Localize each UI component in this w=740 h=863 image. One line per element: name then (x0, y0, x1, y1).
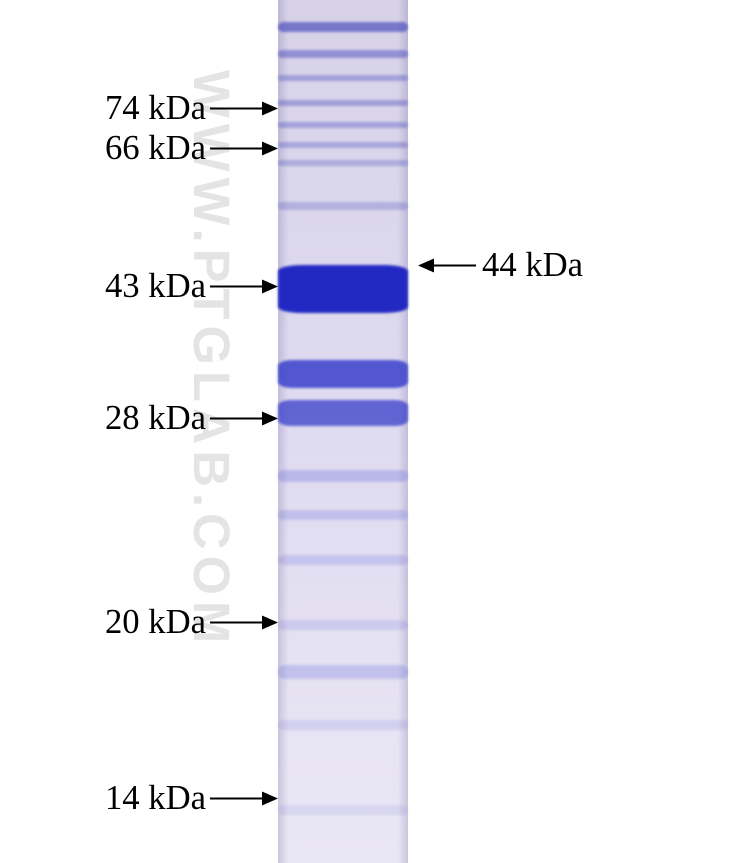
gel-figure: WWW.PTGLAB.COM 74 kDa66 kDa43 kDa28 kDa2… (0, 0, 740, 863)
arrow-left-icon (418, 258, 476, 272)
marker-label: 44 kDa (482, 246, 583, 285)
right-markers-group: 44 kDa (0, 0, 740, 863)
